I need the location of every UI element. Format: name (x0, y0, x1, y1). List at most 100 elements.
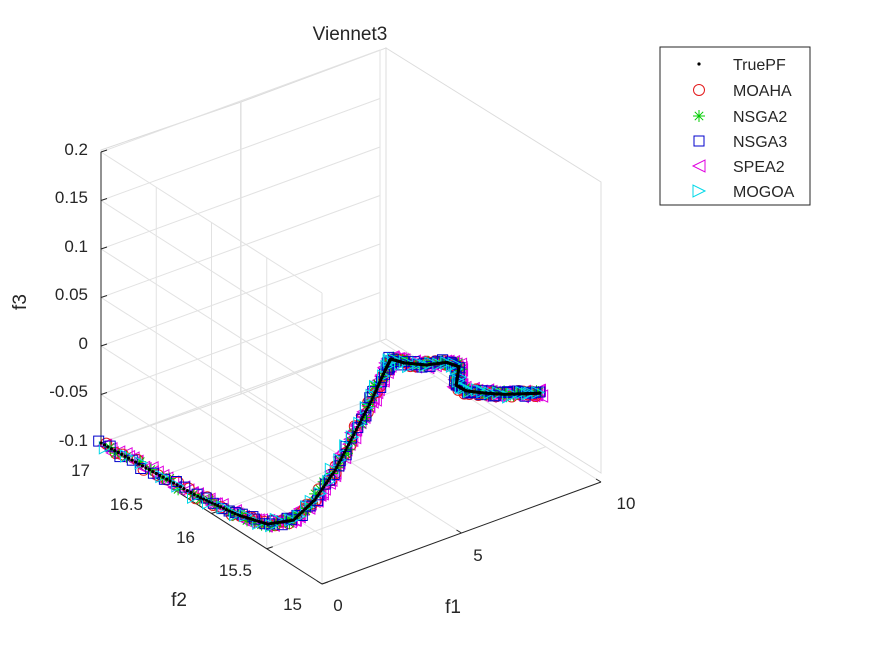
square-shape (396, 359, 407, 371)
data-point (366, 405, 370, 409)
x-tick-mark (595, 478, 602, 483)
z-tick-label: 0.05 (55, 285, 88, 304)
dot-shape (357, 423, 361, 427)
x-tick-mark (316, 580, 323, 585)
dot-shape (350, 435, 354, 439)
dot-shape (192, 492, 196, 496)
legend-marker-circle (693, 84, 705, 96)
data-point (192, 492, 196, 496)
data-point (127, 456, 131, 460)
z-tick-mark (100, 295, 108, 298)
data-point (168, 479, 172, 483)
triangle-right-shape (120, 449, 134, 463)
dot-shape (360, 417, 364, 422)
dot-shape (230, 510, 234, 514)
y-tick-label: 16 (176, 528, 195, 547)
data-point (233, 511, 237, 516)
legend-marker-dot (697, 62, 701, 66)
data-point (219, 505, 223, 509)
data-point (336, 463, 340, 467)
data-point (365, 407, 369, 412)
dot-shape (120, 452, 124, 456)
data-point (151, 470, 155, 474)
legend-marker-shape (693, 84, 705, 96)
data-point (207, 500, 211, 504)
square-shape (126, 454, 138, 466)
dot-shape (127, 456, 131, 460)
y-axis-label: f2 (171, 590, 187, 611)
dot-shape (172, 481, 176, 485)
data-point (140, 464, 145, 468)
data-point (99, 441, 103, 445)
circle-shape (693, 84, 705, 96)
data-point (463, 384, 477, 399)
dot-shape (189, 490, 193, 495)
dot-shape (185, 489, 189, 493)
triangle-right-shape (284, 513, 298, 527)
data-point (362, 412, 366, 417)
data-point (357, 423, 361, 427)
triangle-right-shape (453, 370, 468, 385)
dot-shape (345, 445, 349, 449)
data-point (396, 359, 407, 371)
dot-shape (216, 504, 220, 508)
data-point (196, 494, 200, 498)
legend-marker-shape (692, 184, 707, 198)
triangle-right-shape (202, 495, 216, 510)
triangle-right-shape (155, 469, 169, 484)
dot-shape (161, 475, 165, 479)
legend-item: NSGA3 (693, 134, 787, 151)
data-point (455, 380, 469, 395)
data-point (230, 510, 234, 514)
legend-item: MOGOA (692, 184, 795, 201)
legend-label: MOAHA (733, 83, 792, 100)
data-point (363, 410, 368, 414)
dot-shape (116, 450, 120, 455)
data-point (333, 468, 337, 472)
legend-item: MOAHA (693, 83, 792, 100)
data-point (106, 445, 110, 449)
data-point (229, 507, 243, 522)
dot-shape (178, 485, 183, 489)
dot-shape (224, 508, 228, 512)
data-point (137, 462, 141, 466)
data-point (349, 438, 353, 442)
axes-panes (100, 47, 602, 474)
dot-shape (697, 62, 701, 66)
dot-shape (175, 483, 179, 487)
data-point (165, 477, 169, 481)
dot-shape (354, 428, 358, 432)
data-point (93, 435, 105, 447)
dot-shape (165, 477, 169, 481)
dot-shape (213, 502, 217, 506)
dot-shape (538, 391, 542, 395)
legend-label: NSGA3 (733, 134, 787, 151)
z-tick-mark (100, 198, 108, 201)
y-tick-label: 15 (283, 595, 302, 614)
z-tick-label: 0.1 (64, 237, 88, 256)
dot-shape (369, 400, 373, 404)
legend-marker-triangle-right (692, 184, 707, 198)
dot-shape (109, 447, 113, 451)
data-point (367, 402, 372, 406)
z-tick-label: 0.2 (64, 140, 88, 159)
data-point (161, 475, 165, 479)
triangle-right-shape (300, 500, 314, 514)
data-point (201, 497, 206, 501)
legend-marker-square (693, 135, 705, 147)
data-point (341, 453, 345, 457)
dot-shape (130, 458, 134, 462)
dot-shape (207, 500, 211, 504)
dot-shape (201, 497, 206, 501)
data-point (134, 460, 138, 464)
dot-shape (352, 433, 356, 437)
data-point (185, 489, 189, 493)
y-tick-mark (266, 546, 273, 550)
triangle-right-shape (386, 352, 401, 367)
dot-shape (340, 455, 344, 459)
data-point (182, 487, 186, 491)
data-point (538, 391, 542, 395)
data-point (113, 449, 117, 453)
data-point (189, 490, 193, 495)
dot-shape (339, 458, 343, 462)
